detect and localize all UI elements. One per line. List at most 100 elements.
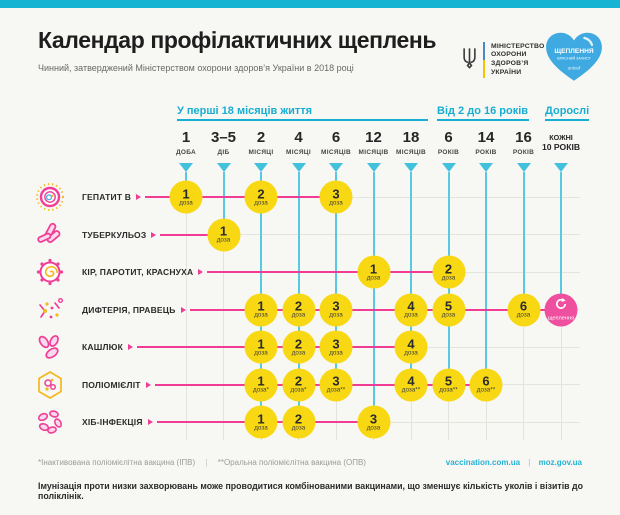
dose-number: 5	[444, 298, 453, 314]
group-underline	[437, 119, 529, 121]
dose-number: 2	[294, 298, 303, 314]
grid-column-line	[223, 172, 224, 440]
dose-circle: 3 доза	[319, 180, 353, 214]
link-moz-site[interactable]: moz.gov.ua	[538, 458, 582, 467]
dose-circle: 2 доза	[432, 255, 465, 289]
heart-text-sub: ВЛАСНИЙ ЗАХИСТ	[557, 57, 591, 61]
footer-links: vaccination.com.ua | moz.gov.ua	[446, 458, 582, 467]
dose-number: 1	[182, 186, 190, 201]
hepatitis-b-icon	[35, 182, 65, 212]
ministry-logo: МІНІСТЕРСТВО ОХОРОНИ ЗДОРОВ’Я УКРАЇНИ	[462, 42, 544, 78]
column-unit: 10 РОКІВ	[541, 142, 581, 152]
booster-circle: щеплення	[544, 293, 578, 326]
dose-circle: 4 доза	[394, 330, 428, 364]
dose-number: 3	[369, 411, 378, 426]
column-unit: МІСЯЦІВ	[358, 149, 389, 156]
dose-unit: доза	[254, 424, 268, 431]
column-value: 18	[402, 129, 420, 146]
dose-circle: 4 доза	[394, 293, 428, 326]
column-unit: МІСЯЦІ	[286, 149, 311, 156]
column-unit: РОКІВ	[512, 149, 535, 156]
column-timeline-line	[222, 172, 225, 235]
column-timeline-line	[485, 172, 487, 385]
dose-unit: доза	[404, 311, 418, 319]
dose-unit: доза	[291, 424, 306, 431]
column-triangle-icon	[179, 163, 193, 172]
column-value: 12	[365, 129, 382, 146]
trident-icon	[462, 47, 477, 74]
column-value: 3–5	[210, 129, 237, 146]
dose-number: 4	[407, 336, 415, 351]
grid-row-line	[145, 196, 580, 198]
refresh-icon	[555, 298, 568, 316]
dose-number: 2	[444, 261, 453, 276]
row-pointer-icon	[145, 381, 151, 388]
dose-number: 3	[332, 186, 340, 201]
disease-label: ГЕПАТИТ B	[82, 192, 132, 202]
ministry-line: МІНІСТЕРСТВО	[491, 42, 545, 50]
disease-label: ХІБ-ІНФЕКЦІЯ	[82, 417, 143, 427]
dose-number: 2	[294, 373, 303, 389]
column-value: 2	[256, 129, 266, 146]
column-triangle-icon	[366, 163, 381, 172]
column-unit: МІСЯЦІВ	[321, 149, 351, 156]
ministry-line: ЗДОРОВ’Я	[491, 60, 529, 67]
dose-unit: доза	[216, 236, 231, 244]
measles-icon	[35, 257, 65, 287]
dose-unit: доза**	[476, 386, 496, 394]
dose-unit: доза	[329, 199, 343, 206]
disease-row-label: КІР, ПАРОТИТ, КРАСНУХА	[82, 267, 204, 277]
column-timeline-line	[372, 172, 375, 422]
column-triangle-icon	[441, 163, 456, 172]
dose-circle: 2 доза	[282, 330, 315, 364]
column-triangle-icon	[404, 163, 418, 172]
page-subtitle: Чинний, затверджений Міністерством охоро…	[38, 63, 354, 73]
footnote-separator: |	[205, 458, 208, 467]
link-vaccination-site[interactable]: vaccination.com.ua	[445, 458, 521, 467]
grid-column-line	[185, 172, 187, 440]
dose-circle: 6 доза	[507, 293, 540, 326]
column-timeline-line	[560, 172, 562, 310]
footnote-ipv: *Інактивована поліомієлітна вакцина (ІПВ…	[38, 458, 196, 467]
dose-circle: 1 доза	[244, 293, 278, 326]
dose-number: 3	[332, 373, 340, 389]
dose-circle: 3 доза	[319, 330, 353, 364]
column-value: 16	[515, 129, 532, 146]
dose-number: 3	[332, 298, 340, 314]
dose-unit: доза	[516, 311, 531, 319]
dose-number: 1	[257, 373, 265, 389]
row-dose-line	[160, 233, 224, 236]
dose-unit: доза	[291, 311, 306, 319]
heart-text-main: ЩЕПЛЕННЯ	[554, 48, 593, 55]
column-unit: МІСЯЦІ	[248, 149, 274, 156]
dose-circle: 3 доза**	[319, 368, 353, 401]
dose-number: 6	[519, 298, 528, 314]
group-label: Від 2 до 16 років	[437, 105, 529, 117]
dose-number: 5	[444, 373, 453, 389]
combined-vaccines-note: Імунізація проти низки захворювань може …	[38, 481, 583, 501]
dose-circle: 6 доза**	[469, 368, 503, 401]
dose-number: 4	[407, 373, 415, 389]
flag-divider	[483, 42, 485, 78]
dose-unit: доза	[291, 349, 306, 356]
dose-circle: 1 доза	[169, 180, 203, 214]
vaccination-heart-logo: ЩЕПЛЕННЯ ВЛАСНИЙ ЗАХИСТ unicef	[543, 30, 605, 89]
dose-circle: 3 доза	[319, 293, 353, 326]
column-value: 6	[331, 129, 341, 146]
dose-number: 6	[482, 373, 490, 389]
dose-unit: доза**	[326, 386, 346, 394]
column-unit: МІСЯЦІВ	[396, 149, 426, 156]
dose-number: 1	[369, 261, 378, 276]
dose-number: 4	[407, 298, 415, 314]
group-label: У перші 18 місяців життя	[177, 105, 313, 117]
row-dose-line	[145, 196, 336, 198]
disease-label: КІР, ПАРОТИТ, КРАСНУХА	[82, 267, 194, 277]
dose-number: 1	[257, 411, 265, 426]
row-pointer-icon	[136, 194, 142, 200]
dose-unit: доза	[366, 424, 381, 431]
dose-number: 2	[294, 336, 303, 351]
disease-label: ДИФТЕРІЯ, ПРАВЕЦЬ	[82, 304, 176, 315]
dose-circle: 4 доза**	[394, 368, 428, 401]
ministry-line: ОХОРОНИ	[491, 51, 527, 59]
